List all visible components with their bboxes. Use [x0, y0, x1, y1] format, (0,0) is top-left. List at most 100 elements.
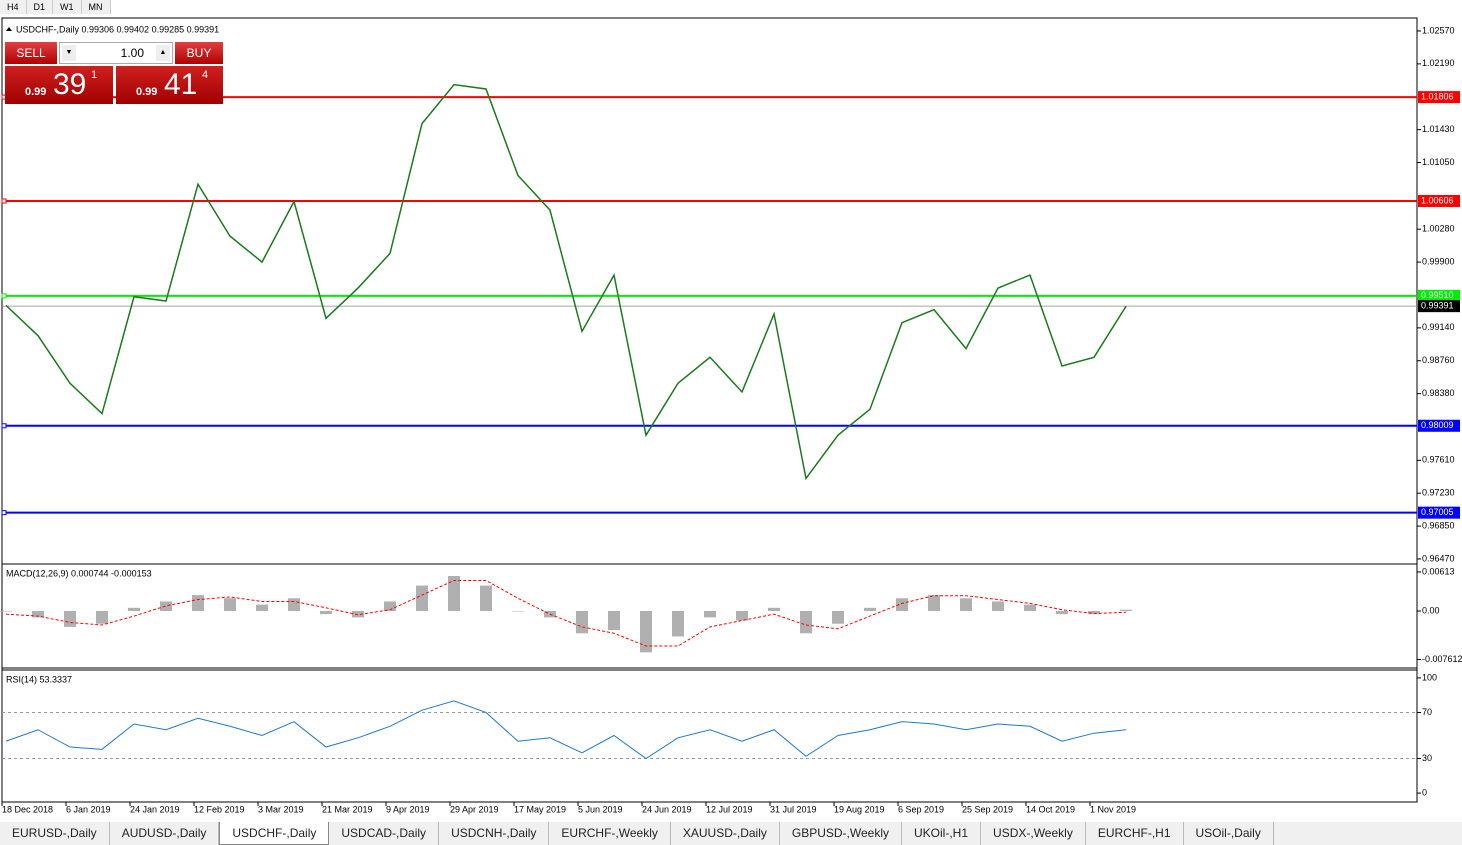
chart-tab[interactable]: USDCAD-,Daily — [329, 822, 440, 845]
timeframe-button[interactable]: H4 — [0, 0, 27, 14]
timeframe-button[interactable]: D1 — [27, 0, 54, 14]
macd-bar — [1056, 610, 1068, 615]
macd-bar — [832, 610, 844, 624]
x-tick-label: 18 Dec 2018 — [2, 804, 53, 814]
x-tick-label: 6 Jan 2019 — [66, 804, 111, 814]
price-sup: 4 — [202, 69, 209, 81]
x-tick-label: 1 Nov 2019 — [1090, 804, 1136, 814]
macd-bar — [512, 610, 524, 612]
x-tick-label: 19 Aug 2019 — [834, 804, 885, 814]
chart-title: USDCHF-,Daily 0.99306 0.99402 0.99285 0.… — [16, 24, 219, 34]
macd-bar — [32, 610, 44, 618]
sell-button[interactable]: SELL — [5, 42, 57, 64]
y-tick-label: 0.00 — [1422, 605, 1440, 615]
macd-bar — [704, 610, 716, 618]
y-tick-label: 0.97230 — [1422, 488, 1455, 498]
level-tag — [1418, 194, 1460, 207]
chart-tab[interactable]: XAUUSD-,Daily — [671, 822, 780, 845]
y-tick-label: 0.99900 — [1422, 256, 1455, 266]
y-tick-label: 0.99140 — [1422, 322, 1455, 332]
chart-tab[interactable]: UKOil-,H1 — [902, 822, 982, 845]
timeframe-button[interactable]: MN — [82, 0, 111, 14]
y-tick-label: -0.007612 — [1422, 654, 1462, 664]
buy-button[interactable]: BUY — [175, 42, 223, 64]
x-tick-label: 6 Sep 2019 — [898, 804, 944, 814]
current-price-tag — [1418, 300, 1460, 313]
y-tick-label: 0 — [1422, 787, 1427, 797]
trade-panel: SELL ▼ 1.00 ▲ BUY 0.99 39 1 0.99 41 4 — [5, 42, 223, 104]
macd-bar — [160, 601, 172, 611]
level-tag — [1418, 91, 1460, 104]
rsi-line — [5, 700, 1127, 760]
x-tick-label: 17 May 2019 — [514, 804, 566, 814]
chart-tab[interactable]: EURCHF-,H1 — [1086, 822, 1184, 845]
buy-price[interactable]: 0.99 41 4 — [116, 66, 223, 104]
macd-bar — [1088, 610, 1100, 615]
y-tick-label: 0.97610 — [1422, 455, 1455, 465]
timeframe-button[interactable]: W1 — [53, 0, 82, 14]
x-tick-label: 25 Sep 2019 — [962, 804, 1013, 814]
chart-tab[interactable]: GBPUSD-,Weekly — [780, 822, 903, 845]
macd-bar — [416, 585, 428, 611]
macd-bar — [672, 610, 684, 637]
y-tick-label: 1.01430 — [1422, 124, 1455, 134]
level-label: 1.01806 — [1421, 91, 1454, 101]
lot-value: 1.00 — [120, 46, 144, 60]
macd-bar — [480, 585, 492, 611]
x-tick-label: 5 Jun 2019 — [578, 804, 623, 814]
chart-tab[interactable]: USDX-,Weekly — [981, 822, 1086, 845]
y-tick-label: 70 — [1422, 707, 1432, 717]
macd-bar — [192, 595, 204, 611]
x-tick-label: 14 Oct 2019 — [1026, 804, 1075, 814]
level-tag — [1418, 506, 1460, 519]
x-tick-label: 3 Mar 2019 — [258, 804, 304, 814]
macd-bar — [64, 610, 76, 627]
macd-title: MACD(12,26,9) 0.000744 -0.000153 — [6, 568, 152, 578]
level-label: 1.00606 — [1421, 195, 1454, 205]
macd-bar — [0, 610, 12, 612]
macd-bar — [448, 575, 460, 611]
lot-input[interactable]: ▼ 1.00 ▲ — [59, 42, 173, 64]
chart: USDCHF-,Daily 0.99306 0.99402 0.99285 0.… — [0, 17, 1462, 814]
macd-bar — [960, 598, 972, 611]
y-tick-label: 100 — [1422, 672, 1437, 682]
y-tick-label: 0.96850 — [1422, 520, 1455, 530]
macd-bar — [224, 598, 236, 611]
level-tag — [1418, 419, 1460, 432]
macd-bar — [608, 610, 620, 631]
chart-tab[interactable]: USOil-,Daily — [1184, 822, 1274, 845]
price-line — [5, 83, 1127, 481]
y-tick-label: 0.96470 — [1422, 553, 1455, 563]
level-tag — [1418, 289, 1460, 302]
y-tick-label: 0.00613 — [1422, 566, 1455, 576]
macd-bar — [384, 601, 396, 611]
chart-tab[interactable]: EURCHF-,Weekly — [549, 822, 671, 845]
macd-bar — [928, 595, 940, 611]
collapse-icon[interactable] — [6, 27, 12, 31]
timeframe-bar: H4 D1 W1 MN — [0, 0, 111, 14]
y-tick-label: 1.02190 — [1422, 58, 1455, 68]
y-tick-label: 1.00280 — [1422, 224, 1455, 234]
price-big: 0.99 — [136, 86, 158, 98]
chart-tab[interactable]: USDCHF-,Daily — [219, 822, 330, 845]
macd-bar — [800, 610, 812, 634]
level-label: 0.98009 — [1421, 420, 1454, 430]
macd-bar — [736, 610, 748, 621]
price-main: 41 — [164, 68, 198, 101]
chart-tab[interactable]: EURUSD-,Daily — [0, 822, 110, 845]
x-tick-label: 12 Jul 2019 — [706, 804, 753, 814]
y-tick-label: 1.01050 — [1422, 157, 1455, 167]
sell-price[interactable]: 0.99 39 1 — [5, 66, 113, 104]
chart-tab[interactable]: USDCNH-,Daily — [439, 822, 550, 845]
macd-bar — [352, 610, 364, 618]
y-tick-label: 0.98380 — [1422, 388, 1455, 398]
macd-bar — [640, 610, 652, 653]
macd-bar — [128, 607, 140, 611]
level-handle — [1, 510, 7, 516]
level-label: 0.97005 — [1421, 507, 1454, 517]
x-tick-label: 24 Jan 2019 — [130, 804, 180, 814]
chart-tab[interactable]: AUDUSD-,Daily — [110, 822, 220, 845]
x-tick-label: 9 Apr 2019 — [386, 804, 430, 814]
price-main: 39 — [53, 68, 87, 101]
